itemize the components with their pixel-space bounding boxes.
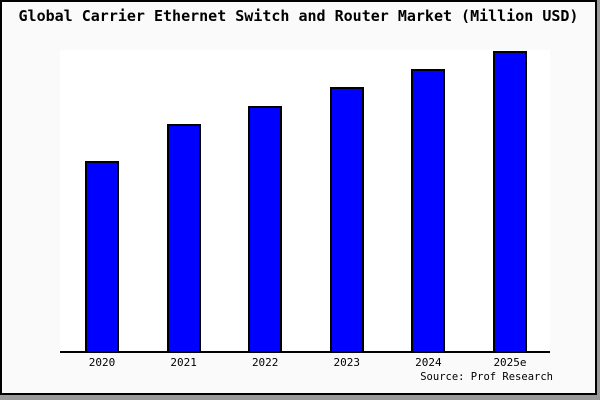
x-tick-label-2023: 2023	[333, 356, 361, 369]
x-tick-label-2022: 2022	[251, 356, 279, 369]
bar-2021	[166, 124, 201, 351]
bar-2023	[329, 87, 364, 351]
bar-2024	[411, 69, 446, 351]
plot-area	[60, 50, 550, 353]
x-tick-label-2020: 2020	[88, 356, 116, 369]
source-note: Source: Prof Research	[420, 371, 553, 383]
chart-title: Global Carrier Ethernet Switch and Route…	[18, 7, 579, 25]
x-tick-label-2021: 2021	[170, 356, 197, 369]
bar-2022	[248, 105, 283, 351]
x-tick-label-2024: 2024	[415, 356, 442, 369]
bar-2020	[85, 161, 119, 351]
x-tick-label-2025e: 2025e	[493, 356, 527, 369]
bar-2025e	[493, 51, 527, 351]
